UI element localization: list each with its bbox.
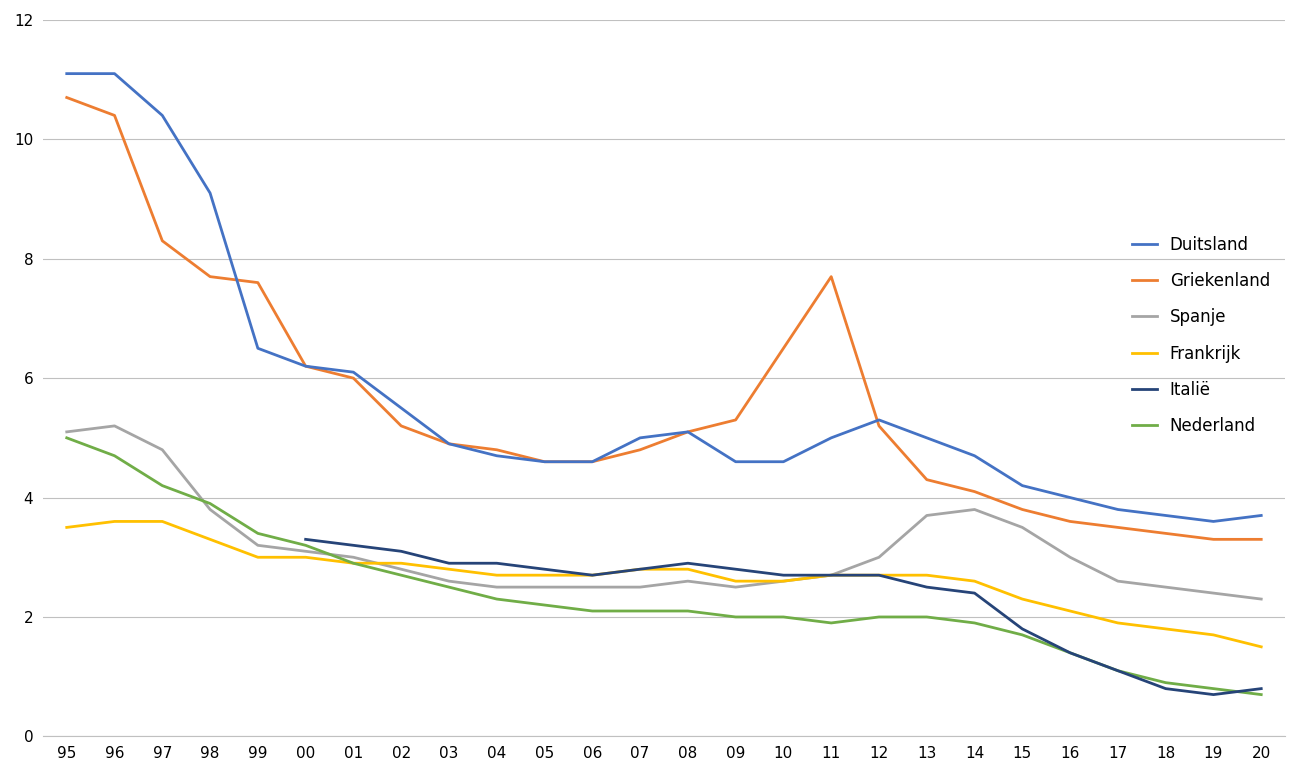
Legend: Duitsland, Griekenland, Spanje, Frankrijk, Italië, Nederland: Duitsland, Griekenland, Spanje, Frankrij… xyxy=(1125,229,1277,442)
